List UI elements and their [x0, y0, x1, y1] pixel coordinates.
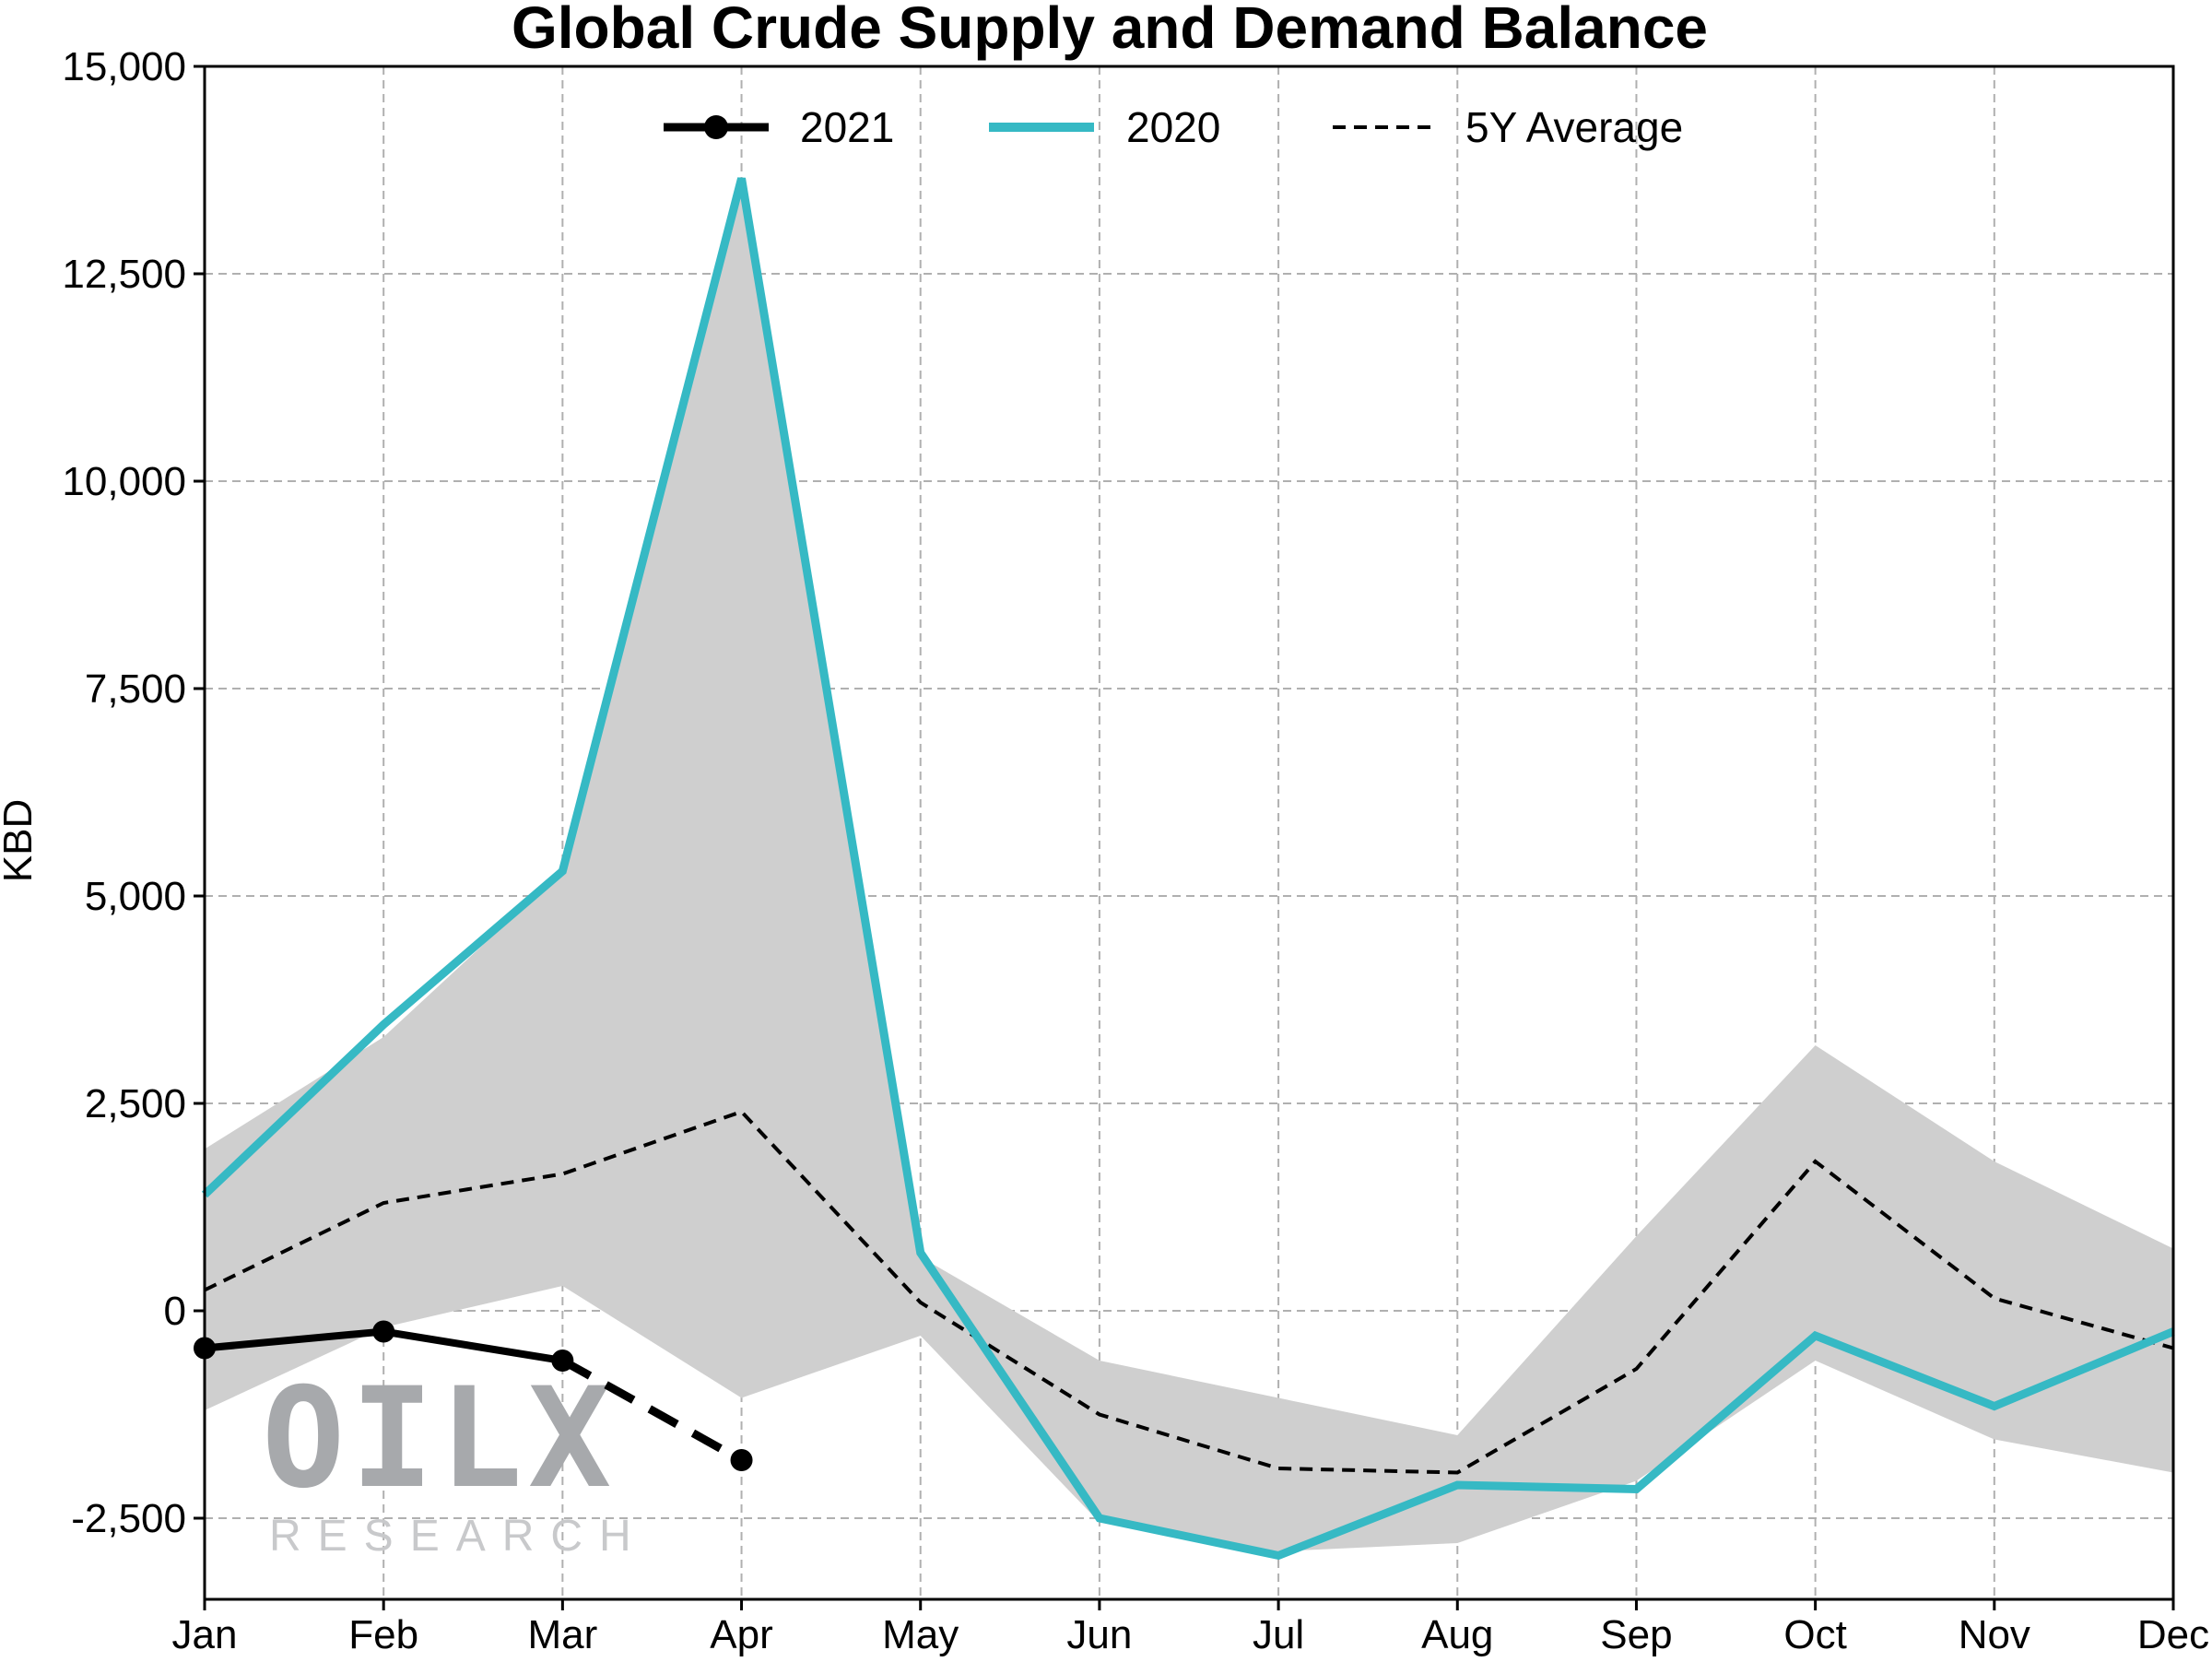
series-line-2021-projection: [560, 1357, 744, 1464]
plot-frame: [203, 65, 2175, 1601]
x-tick-label: Feb: [348, 1612, 418, 1657]
x-tick-label: Jan: [172, 1612, 238, 1657]
series-layer: [194, 177, 2175, 1561]
y-tick-label: 0: [164, 1289, 186, 1334]
y-tick-label: 10,000: [62, 459, 186, 504]
legend-label-2020: 2020: [1126, 103, 1220, 151]
y-axis-label: KBD: [0, 799, 41, 882]
y-tick-label: 2,500: [85, 1081, 186, 1126]
x-tick-label: Dec: [2137, 1612, 2209, 1657]
x-tick-label: May: [882, 1612, 959, 1657]
legend-label-5y-average: 5Y Average: [1465, 103, 1683, 151]
series-line-2020: [201, 177, 2175, 1561]
chart-title: Global Crude Supply and Demand Balance: [512, 0, 1708, 61]
y-tick-label: 7,500: [85, 666, 186, 712]
legend-marker-2021: [704, 115, 728, 139]
y-tick-label: -2,500: [71, 1496, 186, 1541]
x-tick-label: Mar: [527, 1612, 597, 1657]
watermark: OILX RESEARCH: [262, 1359, 648, 1561]
range-band: [205, 191, 2173, 1551]
x-tick-label: Nov: [1959, 1612, 2030, 1657]
watermark-brand: OILX: [262, 1359, 617, 1519]
x-tick-label: Jul: [1253, 1612, 1304, 1657]
y-tick-label: 5,000: [85, 874, 186, 919]
y-tick-label: 15,000: [62, 44, 186, 89]
point-2021: [551, 1350, 574, 1372]
x-tick-label: Aug: [1421, 1612, 1493, 1657]
watermark-subtitle: RESEARCH: [269, 1512, 648, 1561]
y-tick-label: 12,500: [62, 252, 186, 297]
x-tick-label: Jun: [1066, 1612, 1132, 1657]
x-tick-label: Oct: [1783, 1612, 1846, 1657]
legend: 2021 2020 5Y Average: [664, 103, 1683, 151]
range-band-layer: [205, 191, 2173, 1551]
x-tick-label: Apr: [710, 1612, 772, 1657]
series-line-5y-average: [204, 1109, 2174, 1475]
axes: -2,500 0 2,500 5,000 7,500 10,000 12,500 15,000…: [62, 44, 2209, 1657]
point-2021-projection: [730, 1449, 753, 1471]
point-2021: [372, 1320, 395, 1343]
x-tick-label: Sep: [1600, 1612, 1672, 1657]
legend-label-2021: 2021: [800, 103, 894, 151]
